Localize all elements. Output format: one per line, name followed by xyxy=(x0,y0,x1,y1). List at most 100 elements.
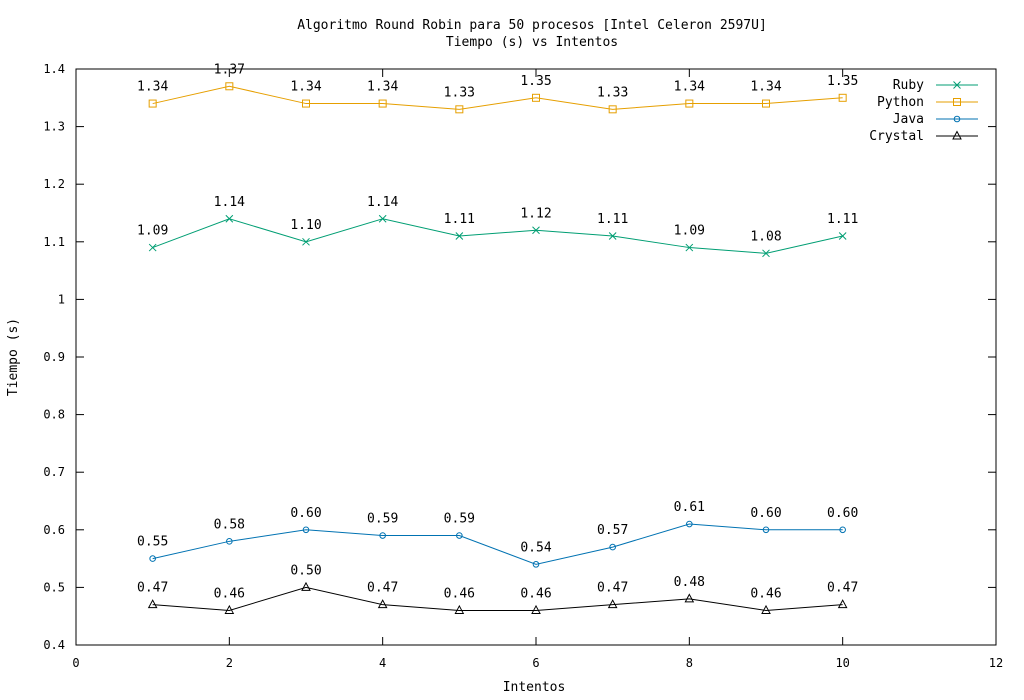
series-line-crystal xyxy=(152,586,843,611)
cross-marker xyxy=(225,214,234,223)
axis-ticks: 0 2 4 6 8 10 12 0.4 0.5 0.6 0.7 0.8 0.9 1 1.1 1.2 1.3 1.4 xyxy=(43,62,1003,670)
cross-marker-stroke xyxy=(838,232,847,240)
cross-marker xyxy=(762,249,770,258)
data-label: 1.35 xyxy=(520,74,551,89)
data-label: 0.47 xyxy=(137,581,168,596)
cross-marker xyxy=(455,232,464,240)
y-tick-label: 0.5 xyxy=(43,580,65,594)
data-label: 1.11 xyxy=(444,212,475,227)
legend-label-python: Python xyxy=(877,95,924,110)
data-label: 0.48 xyxy=(674,575,705,590)
data-label: 1.34 xyxy=(750,80,781,95)
plot-area-frame xyxy=(75,68,997,646)
legend-label-crystal: Crystal xyxy=(869,129,924,144)
square-marker xyxy=(838,93,847,102)
data-label: 1.08 xyxy=(750,229,781,244)
data-label: 0.47 xyxy=(827,581,858,596)
cross-marker-stroke xyxy=(302,237,310,246)
square-marker xyxy=(455,105,464,114)
x-axis-label: Intentos xyxy=(503,680,566,695)
circle-marker xyxy=(302,526,310,534)
cross-marker-stroke xyxy=(685,243,694,252)
square-marker xyxy=(225,82,234,91)
data-label: 0.59 xyxy=(444,512,475,527)
series-layer: 1.09 1.14 1.10 1.14 1.11 1.12 1.11 1.09 1.08 1.11… xyxy=(137,62,858,614)
circle-marker xyxy=(953,115,961,123)
data-label: 1.09 xyxy=(137,224,168,239)
data-label: 0.57 xyxy=(597,523,628,538)
x-tick-label: 2 xyxy=(226,656,233,670)
series-python: 1.34 1.37 1.34 1.34 1.33 1.35 1.33 1.34 1.34 1.35 xyxy=(137,62,858,114)
circle-marker xyxy=(379,532,386,539)
triangle-marker xyxy=(761,604,771,614)
data-label: 0.54 xyxy=(520,540,551,555)
cross-marker-stroke xyxy=(148,243,157,252)
circle-marker xyxy=(226,538,233,545)
data-label: 0.46 xyxy=(750,586,781,601)
x-tick-label: 4 xyxy=(379,656,386,670)
y-tick-label: 0.9 xyxy=(43,350,65,364)
triangle-marker xyxy=(531,604,541,614)
x-tick-label: 10 xyxy=(835,656,849,670)
circle-marker xyxy=(456,532,463,539)
data-label: 1.34 xyxy=(674,80,705,95)
data-label: 1.11 xyxy=(597,212,628,227)
series-line-java xyxy=(152,523,843,565)
data-label: 1.14 xyxy=(214,195,245,210)
cross-marker xyxy=(302,237,310,246)
y-tick-label: 0.4 xyxy=(43,638,65,652)
series-crystal: 0.47 0.46 0.50 0.47 0.46 0.46 0.47 0.48 0.46 0.47 xyxy=(137,563,858,614)
data-label: 1.34 xyxy=(290,80,321,95)
y-tick-label: 1.3 xyxy=(43,120,65,134)
data-label: 0.47 xyxy=(367,581,398,596)
cross-marker xyxy=(685,243,694,252)
data-label: 0.46 xyxy=(444,586,475,601)
y-tick-label: 1 xyxy=(58,292,65,306)
data-label: 0.46 xyxy=(214,586,245,601)
triangle-marker xyxy=(837,599,848,609)
x-tick-label: 12 xyxy=(989,656,1003,670)
cross-marker-stroke xyxy=(608,232,617,240)
data-label: 0.46 xyxy=(520,586,551,601)
square-marker xyxy=(148,99,157,108)
data-label: 0.55 xyxy=(137,535,168,550)
y-axis-label: Tiempo (s) xyxy=(6,318,21,396)
data-label: 0.59 xyxy=(367,512,398,527)
y-tick-label: 1.4 xyxy=(43,62,65,76)
data-label: 1.33 xyxy=(444,85,475,100)
data-label: 1.14 xyxy=(367,195,398,210)
cross-marker xyxy=(608,232,617,240)
data-label: 1.33 xyxy=(597,85,628,100)
square-marker xyxy=(762,99,770,108)
triangle-marker xyxy=(301,581,311,591)
cross-marker-stroke xyxy=(225,214,234,223)
y-tick-label: 1.2 xyxy=(43,177,65,191)
x-tick-label: 6 xyxy=(532,656,539,670)
y-tick-label: 1.1 xyxy=(43,235,65,249)
data-label: 0.60 xyxy=(290,506,321,521)
square-marker xyxy=(378,99,387,108)
cross-marker xyxy=(378,214,387,223)
square-marker xyxy=(608,105,617,114)
y-tick-label: 0.8 xyxy=(43,408,65,422)
cross-marker-stroke xyxy=(953,81,961,89)
data-label: 0.60 xyxy=(750,506,781,521)
square-marker xyxy=(953,98,961,106)
chart-subtitle: Tiempo (s) vs Intentos xyxy=(446,35,618,50)
y-tick-label: 0.7 xyxy=(43,465,65,479)
data-label: 0.50 xyxy=(290,563,321,578)
y-tick-label: 0.6 xyxy=(43,523,65,537)
cross-marker xyxy=(953,81,961,89)
cross-marker-stroke xyxy=(378,214,387,223)
chart-title: Algoritmo Round Robin para 50 procesos [… xyxy=(297,18,767,33)
square-marker xyxy=(685,99,694,108)
triangle-marker xyxy=(454,604,465,614)
data-label: 1.12 xyxy=(520,206,551,221)
series-java: 0.55 0.58 0.60 0.59 0.59 0.54 0.57 0.61 0.60 0.60 xyxy=(137,500,858,568)
legend-label-java: Java xyxy=(893,112,924,127)
data-label: 0.60 xyxy=(827,506,858,521)
data-label: 0.47 xyxy=(597,581,628,596)
series-line-python xyxy=(152,85,843,110)
data-label: 1.34 xyxy=(367,80,398,95)
